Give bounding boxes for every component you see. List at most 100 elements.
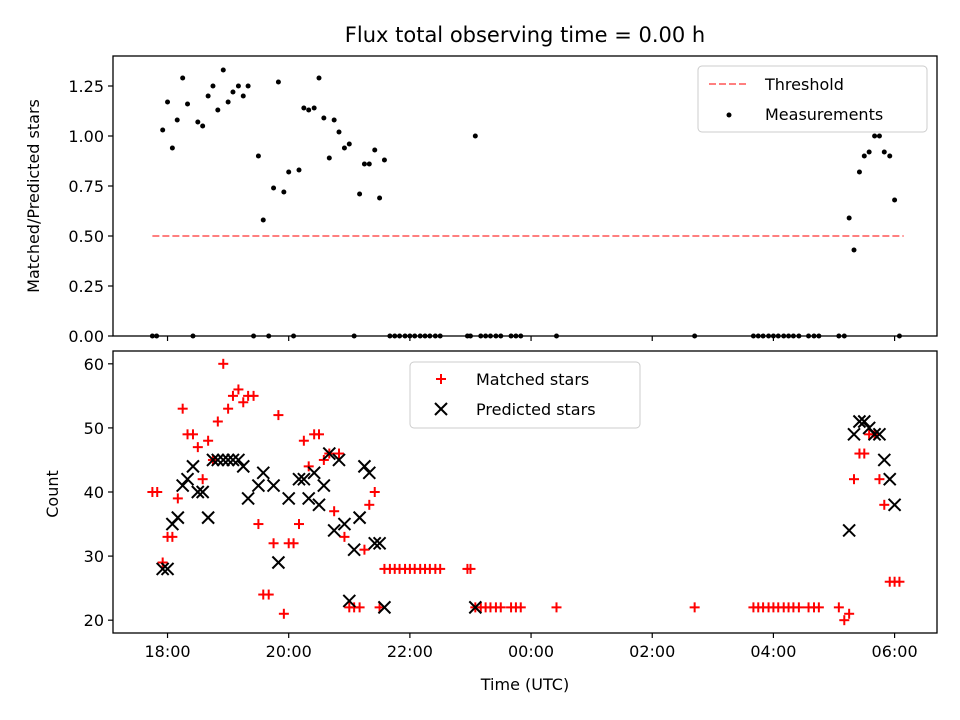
matched-star-point [298, 435, 309, 446]
predicted-star-point [322, 446, 337, 461]
measurement-point [169, 145, 175, 151]
predicted-star-point [368, 536, 382, 550]
measurement-point [286, 169, 292, 175]
matched-star-point [329, 506, 340, 517]
measurement-point [185, 101, 191, 107]
matched-star-point [238, 397, 249, 408]
measurement-point [215, 107, 221, 113]
predicted-star-point [231, 453, 246, 467]
measurement-point [316, 75, 322, 81]
measurement-point [372, 147, 378, 153]
measurement-point [296, 167, 302, 173]
matched-star-point [879, 499, 890, 510]
predicted-star-point [352, 510, 367, 525]
predicted-star-point [201, 510, 215, 525]
matched-star-point [172, 493, 183, 504]
top-y-axis-label: Matched/Predicted stars [24, 99, 43, 293]
predicted-star-point [327, 523, 341, 538]
measurement-point [195, 119, 201, 125]
chart-title: Flux total observing time = 0.00 h [345, 23, 705, 47]
matched-star-point [152, 487, 163, 497]
predicted-star-point [847, 427, 861, 442]
predicted-star-point [842, 523, 856, 538]
measurement-point [174, 117, 180, 123]
legend-matched-label: Matched stars [476, 370, 589, 389]
measurement-point [200, 123, 206, 129]
predicted-star-point [251, 478, 266, 493]
predicted-star-point [337, 517, 352, 531]
measurement-point [245, 83, 251, 89]
matched-star-point [218, 358, 229, 369]
measurement-point [275, 79, 281, 85]
bottom-x-tick-label: 22:00 [387, 642, 433, 661]
measurement-point [381, 157, 387, 163]
matched-star-point [263, 589, 274, 600]
matched-star-point [273, 410, 284, 421]
predicted-star-point [312, 498, 326, 512]
predicted-star-point [347, 542, 361, 557]
bottom-x-tick-label: 02:00 [629, 642, 675, 661]
matched-star-point [793, 602, 804, 613]
predicted-star-point [241, 491, 255, 506]
measurement-point [165, 99, 171, 105]
matched-star-point [233, 384, 244, 395]
matched-star-point [314, 429, 324, 440]
legend-matched-swatch [436, 374, 446, 384]
legend-threshold-label: Threshold [764, 75, 844, 94]
measurement-point [851, 247, 857, 253]
bottom-plot-area: 20 30 40 50 60 18:00 20:00 22:00 00:00 02:00 04:00… [84, 355, 918, 661]
matched-star-point [813, 602, 824, 613]
top-y-tick-label: 0.50 [68, 227, 104, 246]
bottom-y-tick-label: 20 [84, 611, 104, 630]
measurement-point [881, 149, 887, 155]
matched-star-point [839, 615, 850, 626]
top-y-tick-label: 1.25 [68, 77, 104, 96]
predicted-star-point [292, 472, 306, 486]
predicted-star-point [857, 414, 872, 429]
matched-star-point [248, 390, 259, 401]
bottom-legend-box [409, 361, 641, 429]
top-y-tick-label: 0.75 [68, 177, 104, 196]
predicted-star-point [186, 459, 200, 474]
predicted-star-point [867, 427, 882, 442]
measurement-point [872, 133, 878, 139]
matched-star-point [359, 544, 370, 555]
bottom-axes-frame [112, 350, 938, 634]
matched-star-point [253, 519, 264, 530]
measurement-point [160, 127, 166, 133]
matched-star-point [227, 390, 238, 401]
measurement-point [210, 83, 216, 89]
matched-star-point [268, 538, 279, 549]
predicted-star-point [195, 485, 210, 499]
predicted-star-point [180, 472, 195, 486]
matched-star-point [859, 448, 870, 459]
predicted-star-point [887, 498, 902, 512]
bottom-x-tick-label: 06:00 [872, 642, 918, 661]
matched-star-point [374, 602, 385, 613]
legend-predicted-swatch [434, 402, 448, 416]
bottom-y-tick-label: 40 [84, 483, 104, 502]
matched-star-point [689, 602, 700, 613]
measurement-point [346, 141, 352, 147]
measurement-point [281, 189, 287, 195]
predicted-star-point [281, 491, 296, 506]
measurement-point [856, 169, 862, 175]
bottom-y-tick-label: 50 [84, 419, 104, 438]
predicted-star-point [852, 414, 867, 429]
predicted-star-point [468, 600, 483, 615]
predicted-star-point [377, 600, 392, 615]
predicted-star-point [211, 453, 225, 467]
measurement-point [205, 93, 211, 99]
top-y-tick-label: 0.25 [68, 277, 104, 296]
bottom-x-tick-label: 00:00 [508, 642, 554, 661]
bottom-y-tick-label: 60 [84, 355, 104, 374]
predicted-star-point [171, 510, 185, 525]
matched-star-point [833, 602, 844, 613]
matched-star-point [894, 576, 905, 587]
predicted-star-point [372, 536, 387, 550]
bottom-x-tick-label: 04:00 [750, 642, 796, 661]
predicted-star-point [301, 491, 316, 506]
measurement-point [341, 145, 347, 151]
matched-star-point [177, 403, 188, 414]
